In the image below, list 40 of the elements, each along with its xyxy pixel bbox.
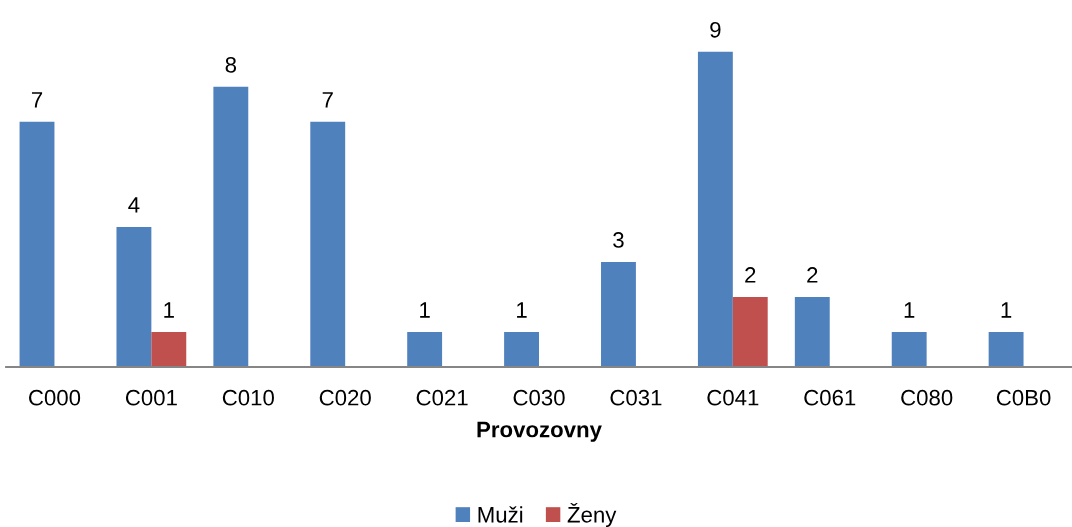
data-label: 3: [613, 232, 624, 248]
legend-label: Muži: [478, 506, 523, 523]
x-tick-label: C061: [804, 389, 856, 406]
bar: [310, 121, 346, 367]
data-label: 7: [322, 92, 333, 108]
x-tick-label: C000: [29, 389, 81, 406]
x-tick-label: C010: [222, 389, 274, 406]
x-tick-label: C031: [610, 389, 662, 406]
x-tick-label: C030: [513, 389, 565, 406]
x-axis-title: Provozovny: [477, 421, 602, 442]
data-label: 7: [31, 92, 43, 108]
data-label: 1: [904, 302, 915, 318]
data-label: 2: [745, 267, 756, 283]
data-label: 2: [807, 267, 818, 283]
bar: [504, 331, 539, 367]
bar: [988, 331, 1024, 367]
data-label: 9: [710, 21, 721, 38]
bar: [151, 331, 187, 367]
x-tick-label: C020: [319, 389, 371, 406]
bar: [116, 226, 152, 367]
x-tick-label: C021: [416, 389, 468, 406]
bar: [794, 296, 830, 367]
bar: [19, 121, 55, 367]
bar: [891, 331, 927, 367]
data-label: 4: [128, 197, 140, 213]
x-tick-label: C0B0: [996, 389, 1051, 406]
x-tick-label: C041: [707, 389, 759, 406]
bar: [407, 331, 443, 367]
legend-label: Ženy: [567, 502, 617, 527]
data-label: 8: [225, 56, 237, 73]
x-tick-label: C001: [125, 389, 177, 406]
bar: [601, 261, 636, 367]
bar: [697, 51, 733, 367]
data-label: 1: [420, 302, 430, 318]
data-label: 1: [517, 302, 527, 318]
x-tick-label: C080: [901, 389, 953, 406]
data-label: 1: [1001, 302, 1012, 318]
bar: [732, 296, 768, 367]
data-label: 1: [164, 302, 174, 318]
bar: [213, 86, 249, 367]
